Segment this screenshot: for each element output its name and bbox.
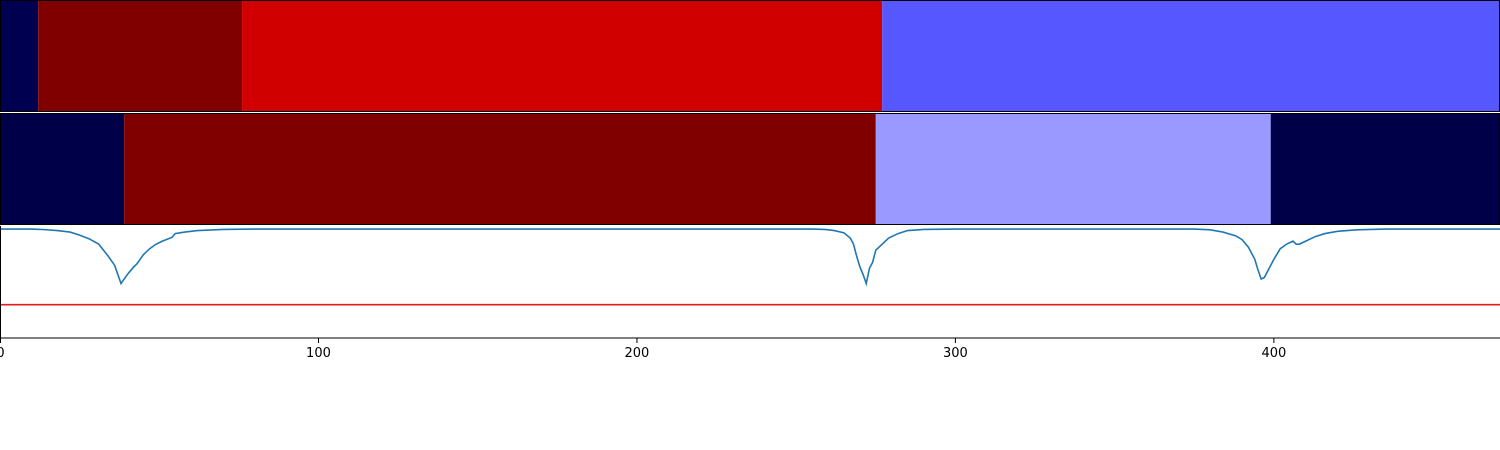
top-band-segment-2 xyxy=(38,0,243,112)
line-plot-panel xyxy=(0,228,1500,306)
x-tick-label: 100 xyxy=(306,346,331,361)
top-band-segment-3 xyxy=(242,0,883,112)
middle-band-segment-4 xyxy=(1270,113,1500,225)
top-heatmap-band xyxy=(0,0,1500,112)
top-band-segment-1 xyxy=(0,0,39,112)
middle-heatmap-band xyxy=(0,113,1500,225)
middle-band-segment-2 xyxy=(124,113,876,225)
x-axis-ticks: 0 100 200 300 400 xyxy=(0,338,1286,361)
x-tick-label: 0 xyxy=(0,346,5,361)
signal-line xyxy=(0,228,1500,287)
middle-band-segment-1 xyxy=(0,113,125,225)
x-tick-label: 200 xyxy=(625,346,650,361)
top-band-segment-4 xyxy=(882,0,1500,112)
x-tick-label: 300 xyxy=(943,346,968,361)
x-tick-label: 400 xyxy=(1261,346,1286,361)
middle-band-segment-3 xyxy=(875,113,1271,225)
